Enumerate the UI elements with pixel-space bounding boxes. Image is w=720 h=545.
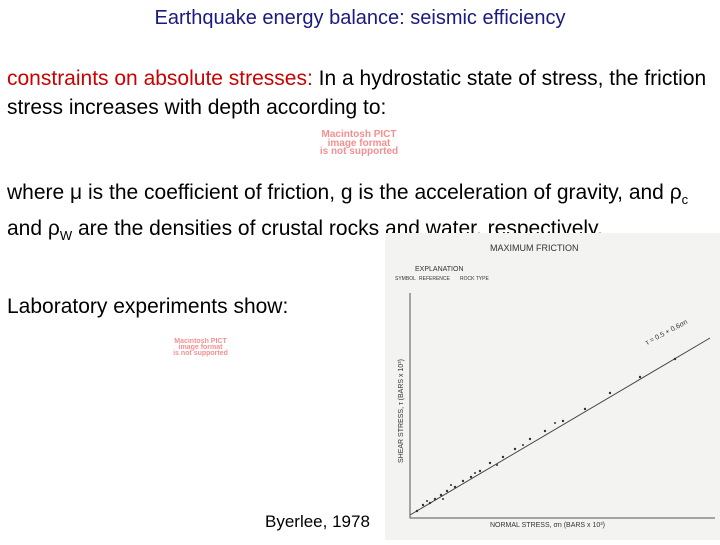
intro-lead: constraints on absolute stresses: [7, 67, 313, 90]
text: where [7, 181, 65, 204]
legend-header: ROCK TYPE [460, 276, 489, 282]
x-axis-label: NORMAL STRESS, σn (BARS x 10³) [490, 522, 605, 529]
fit-label: τ = 0.5 + 0.6σn [645, 319, 689, 347]
fit-line [409, 337, 711, 516]
symbol: ρ [47, 217, 60, 241]
intro-text: In a hydrostatic state of stress, the fr… [7, 67, 707, 119]
axes [409, 293, 715, 519]
placeholder-line: Macintosh PICT [174, 338, 227, 345]
scanned-figure: MAXIMUM FRICTION EXPLANATION SYMBOL REFE… [385, 233, 720, 540]
y-axis-label: SHEAR STRESS, τ (BARS x 10³) [398, 359, 405, 463]
placeholder-line: is not supported [173, 349, 228, 357]
text: is the coefficient of friction, g is the… [88, 181, 664, 204]
lab-text: Laboratory experiments show: [7, 295, 289, 318]
legend-header: SYMBOL [395, 276, 416, 282]
placeholder-line: image format [178, 343, 223, 351]
symbol: ρ [669, 181, 682, 204]
intro-paragraph: constraints on absolute stresses: In a h… [7, 64, 712, 122]
scatter-points [415, 357, 677, 513]
subscript: W [59, 228, 73, 244]
figure-title: MAXIMUM FRICTION [490, 243, 579, 253]
placeholder-line: Macintosh PICT [321, 129, 397, 140]
slide-title: Earthquake energy balance: seismic effic… [154, 7, 566, 29]
text: and [7, 217, 43, 241]
legend-header: REFERENCE [419, 276, 451, 282]
legend-title: EXPLANATION [415, 266, 464, 273]
placeholder-line: is not supported [319, 146, 399, 157]
image-placeholder: Macintosh PICT image format is not suppo… [235, 129, 483, 157]
citation: Byerlee, 1978 [265, 512, 370, 531]
figure-graphic: MAXIMUM FRICTION EXPLANATION SYMBOL REFE… [395, 243, 715, 529]
placeholder-line: image format [327, 137, 391, 149]
symbol: μ [70, 181, 83, 204]
image-placeholder: Macintosh PICT image format is not suppo… [143, 338, 258, 357]
subscript: c [681, 192, 689, 208]
